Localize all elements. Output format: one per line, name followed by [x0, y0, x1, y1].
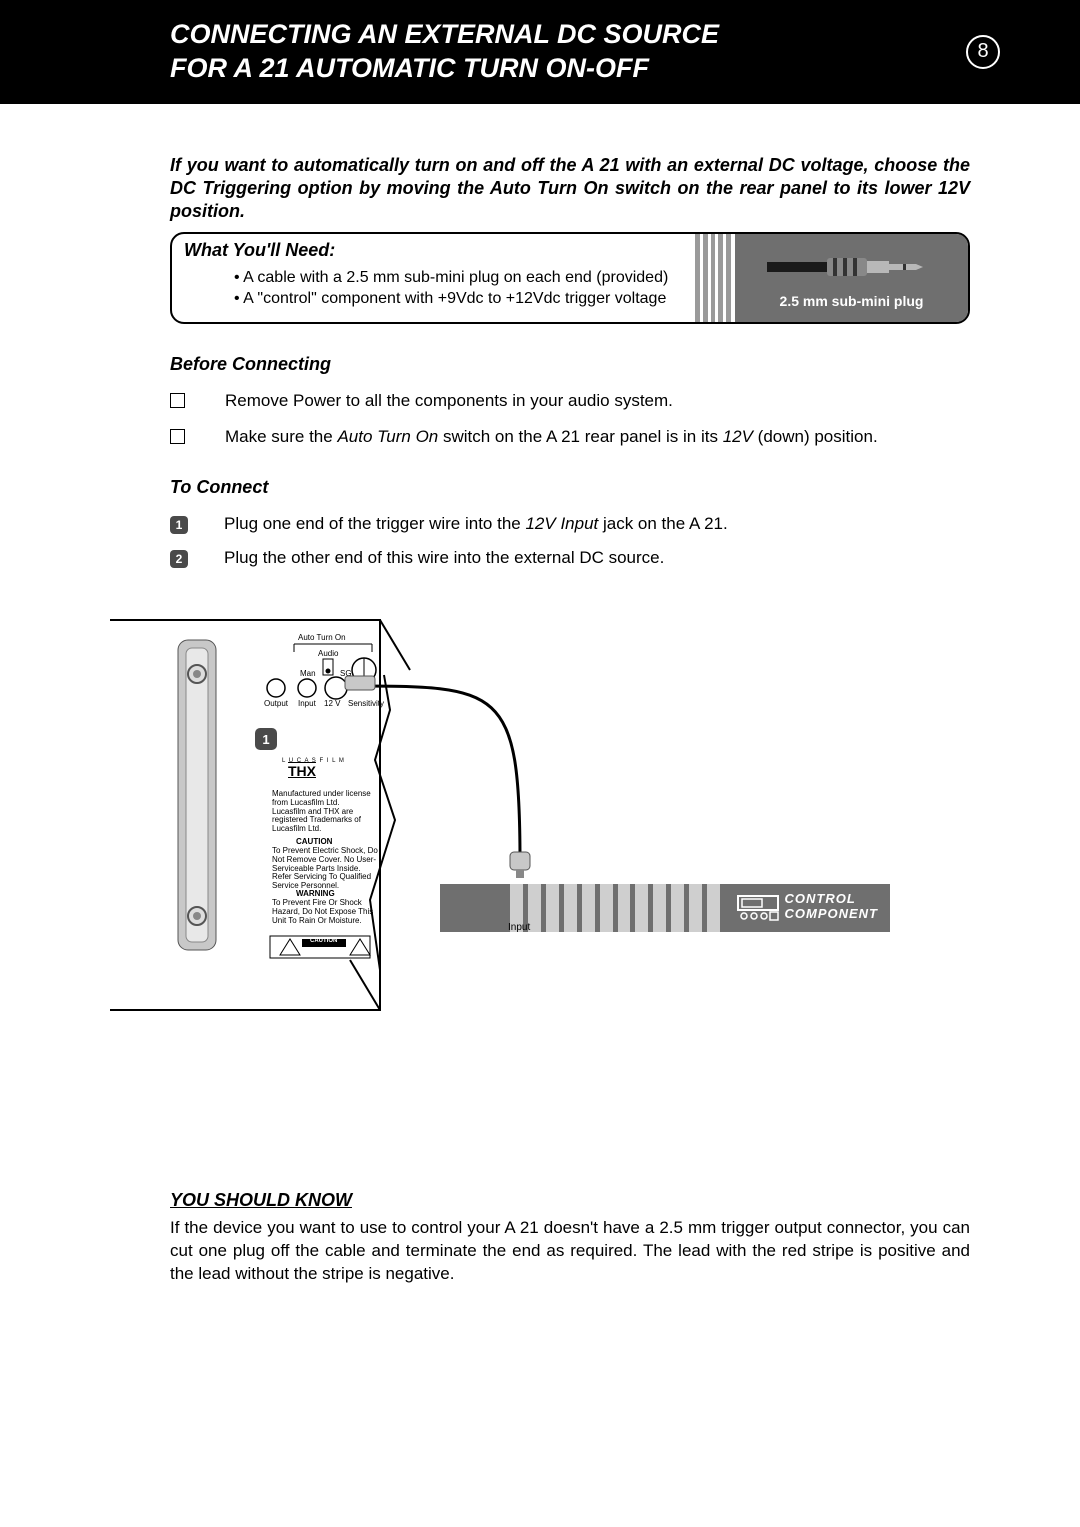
to-connect-title: To Connect: [170, 477, 970, 498]
connect-step-1-text: Plug one end of the trigger wire into th…: [224, 514, 728, 534]
ysnk-title: YOU SHOULD KNOW: [170, 1190, 970, 1211]
intro-paragraph: If you want to automatically turn on and…: [170, 154, 970, 224]
checkbox-icon: [170, 393, 185, 408]
plug-illustration-panel: 2.5 mm sub-mini plug: [735, 234, 968, 322]
need-title: What You'll Need:: [184, 240, 687, 261]
label-ctrl-input: Input: [508, 922, 530, 933]
diagram-svg: [100, 610, 980, 1030]
decorative-bars: [510, 884, 720, 932]
need-item-1: A cable with a 2.5 mm sub-mini plug on e…: [234, 267, 687, 289]
connection-diagram: Auto Turn On Audio Man SG Output Input 1…: [100, 610, 980, 1030]
control-component-label: CONTROLCOMPONENT: [785, 892, 879, 922]
label-small-caution: CAUTION: [310, 938, 337, 945]
checkbox-icon: [170, 429, 185, 444]
component-icon: [736, 894, 780, 922]
before-step-2: Make sure the Auto Turn On switch on the…: [170, 427, 970, 447]
need-list: A cable with a 2.5 mm sub-mini plug on e…: [184, 267, 687, 310]
before-connecting-title: Before Connecting: [170, 354, 970, 375]
label-caution-text: To Prevent Electric Shock, Do Not Remove…: [272, 847, 380, 891]
title-line-2: FOR A 21 AUTOMATIC TURN ON-OFF: [170, 53, 649, 83]
page-header: CONNECTING AN EXTERNAL DC SOURCE FOR A 2…: [0, 0, 1080, 104]
mini-plug-icon: [767, 247, 937, 287]
connect-step-2-text: Plug the other end of this wire into the…: [224, 548, 664, 568]
page-number: 8: [977, 40, 988, 63]
title-line-1: CONNECTING AN EXTERNAL DC SOURCE: [170, 19, 719, 49]
label-man: Man: [300, 670, 316, 679]
label-auto-turn-on: Auto Turn On: [298, 634, 346, 643]
ysnk-text: If the device you want to use to control…: [170, 1217, 970, 1286]
plug-label: 2.5 mm sub-mini plug: [780, 293, 924, 309]
connect-step-2: 2 Plug the other end of this wire into t…: [170, 548, 970, 568]
label-warning-text: To Prevent Fire Or Shock Hazard, Do Not …: [272, 899, 380, 925]
need-item-2: A "control" component with +9Vdc to +12V…: [234, 288, 687, 310]
before-step-1-text: Remove Power to all the components in yo…: [225, 391, 673, 411]
before-step-2-text: Make sure the Auto Turn On switch on the…: [225, 427, 878, 447]
what-youll-need-box: What You'll Need: A cable with a 2.5 mm …: [170, 232, 970, 324]
label-sg: SG: [340, 670, 352, 679]
label-thx: THX: [288, 764, 316, 779]
decorative-bars: [691, 234, 735, 322]
page-number-badge: 8: [966, 35, 1000, 69]
label-manufactured: Manufactured under license from Lucasfil…: [272, 790, 372, 834]
label-sensitivity: Sensitivity: [348, 700, 384, 709]
label-12v: 12 V: [324, 700, 340, 709]
connect-step-1: 1 Plug one end of the trigger wire into …: [170, 514, 970, 534]
step-badge-2: 2: [170, 550, 188, 568]
label-input: Input: [298, 700, 316, 709]
content-area: If you want to automatically turn on and…: [0, 104, 1080, 568]
label-audio: Audio: [318, 650, 338, 659]
you-should-know-box: YOU SHOULD KNOW If the device you want t…: [170, 1190, 970, 1286]
step-badge-1: 1: [170, 516, 188, 534]
diagram-badge-1: 1: [255, 728, 277, 750]
before-step-1: Remove Power to all the components in yo…: [170, 391, 970, 411]
need-left: What You'll Need: A cable with a 2.5 mm …: [172, 234, 697, 316]
label-output: Output: [264, 700, 288, 709]
page-title: CONNECTING AN EXTERNAL DC SOURCE FOR A 2…: [170, 18, 719, 86]
